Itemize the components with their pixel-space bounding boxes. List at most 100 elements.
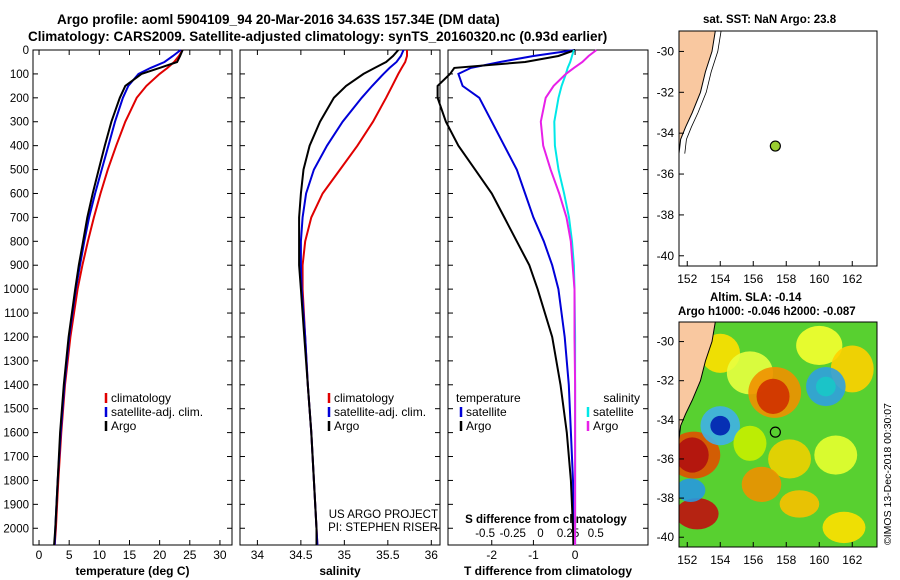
x-axis-label: temperature (deg C) bbox=[75, 564, 189, 578]
legend-label: Argo bbox=[334, 419, 360, 433]
map-x-tick-label: 156 bbox=[743, 272, 763, 286]
x-tick-label: 34 bbox=[251, 548, 265, 562]
sla-anomaly-patch bbox=[679, 437, 709, 473]
sla-map bbox=[678, 321, 878, 548]
map-x-tick-label: 152 bbox=[677, 553, 697, 567]
series-line-t-argo bbox=[436, 49, 576, 546]
sla-anomaly-patch bbox=[822, 511, 866, 544]
map-x-tick-label: 160 bbox=[809, 272, 829, 286]
map-y-tick-label: -38 bbox=[657, 208, 675, 222]
y-tick-label: 100 bbox=[10, 69, 29, 81]
sla-anomaly-patch bbox=[815, 376, 836, 397]
x-tick-label: 0 bbox=[572, 548, 579, 562]
sst-map-title: sat. SST: NaN Argo: 23.8 bbox=[703, 14, 837, 26]
map-y-tick-label: -36 bbox=[657, 452, 675, 466]
sla-anomaly-patch bbox=[814, 435, 858, 475]
y-tick-label: 1800 bbox=[3, 475, 29, 487]
y-tick-label: 1200 bbox=[3, 332, 29, 344]
y-tick-label: 0 bbox=[23, 45, 29, 57]
panel-frame bbox=[447, 49, 649, 546]
map-x-tick-label: 158 bbox=[776, 272, 796, 286]
legend-label: satellite bbox=[466, 405, 507, 419]
shelf-contour bbox=[684, 30, 722, 154]
s-tick-label: -0.25 bbox=[500, 528, 526, 540]
sla-map-title-line1: Altim. SLA: -0.14 bbox=[710, 292, 802, 304]
y-tick-label: 600 bbox=[10, 188, 29, 200]
y-tick-label: 1100 bbox=[4, 308, 29, 320]
y-tick-label: 1000 bbox=[3, 284, 29, 296]
map-y-tick-label: -32 bbox=[657, 85, 675, 99]
sla-field bbox=[679, 322, 877, 547]
map-x-tick-label: 162 bbox=[842, 553, 862, 567]
land-mass bbox=[679, 322, 716, 440]
y-tick-label: 1500 bbox=[3, 404, 29, 416]
map-y-tick-label: -40 bbox=[657, 249, 675, 263]
s-tick-label: 0.5 bbox=[588, 528, 604, 540]
map-x-tick-label: 162 bbox=[842, 272, 862, 286]
y-tick-label: 900 bbox=[10, 260, 29, 272]
series-line-argo bbox=[53, 49, 184, 546]
x-tick-label: 25 bbox=[183, 548, 197, 562]
sla-anomaly-patch bbox=[733, 425, 767, 461]
map-frame bbox=[678, 321, 878, 548]
s-axis-title: S difference from climatology bbox=[465, 514, 627, 526]
series-line-satelliteadjclim bbox=[299, 49, 405, 546]
map-y-tick-label: -40 bbox=[657, 530, 675, 544]
float-marker bbox=[769, 426, 781, 438]
y-tick-label: 700 bbox=[10, 212, 29, 224]
x-tick-label: 0 bbox=[36, 548, 43, 562]
map-x-tick-label: 160 bbox=[809, 553, 829, 567]
x-tick-label: 20 bbox=[153, 548, 167, 562]
series-line-s-argo bbox=[539, 49, 598, 545]
sla-anomaly-patch bbox=[779, 490, 820, 518]
map-y-tick-label: -32 bbox=[657, 374, 675, 388]
panel-frame bbox=[239, 49, 441, 546]
x-tick-label: 34.5 bbox=[289, 548, 313, 562]
legend-label: satellite-adj. clim. bbox=[334, 405, 426, 419]
map-y-tick-label: -30 bbox=[657, 335, 675, 349]
map-x-tick-label: 154 bbox=[710, 553, 730, 567]
legend-label: Argo bbox=[466, 419, 492, 433]
x-tick-label: 36 bbox=[425, 548, 439, 562]
legend-label: Argo bbox=[593, 419, 619, 433]
legend-label: satellite-adj. clim. bbox=[111, 405, 203, 419]
map-y-tick-label: -30 bbox=[657, 44, 675, 58]
float-marker bbox=[769, 140, 781, 152]
legend-label: climatology bbox=[111, 391, 171, 405]
y-tick-label: 2000 bbox=[3, 523, 29, 535]
legend-label: Argo bbox=[111, 419, 137, 433]
page-title-line2: Climatology: CARS2009. Satellite-adjuste… bbox=[28, 29, 608, 44]
y-tick-label: 500 bbox=[10, 165, 29, 177]
sla-anomaly-patch bbox=[756, 378, 790, 414]
project-name: US ARGO PROJECT bbox=[329, 509, 438, 521]
x-tick-label: -2 bbox=[486, 548, 497, 562]
panel-frame bbox=[32, 49, 233, 546]
legend-heading: salinity bbox=[603, 391, 640, 405]
x-axis-label: salinity bbox=[319, 564, 361, 578]
map-y-tick-label: -36 bbox=[657, 167, 675, 181]
map-frame bbox=[678, 30, 878, 267]
x-tick-label: 15 bbox=[123, 548, 137, 562]
map-x-tick-label: 156 bbox=[743, 553, 763, 567]
legend-label: satellite bbox=[593, 405, 634, 419]
y-tick-label: 1300 bbox=[3, 356, 29, 368]
y-tick-label: 200 bbox=[10, 93, 29, 105]
legend-label: climatology bbox=[334, 391, 394, 405]
s-tick-label: 0 bbox=[537, 528, 543, 540]
y-tick-label: 400 bbox=[10, 141, 29, 153]
x-tick-label: 5 bbox=[66, 548, 73, 562]
map-y-tick-label: -34 bbox=[657, 413, 675, 427]
s-tick-label: -0.5 bbox=[475, 528, 495, 540]
map-y-tick-label: -34 bbox=[657, 126, 675, 140]
map-x-tick-label: 158 bbox=[776, 553, 796, 567]
sla-anomaly-patch bbox=[768, 439, 811, 479]
sla-anomaly-patch bbox=[741, 466, 782, 502]
project-pi: PI: STEPHEN RISER bbox=[328, 522, 438, 534]
series-line-argo bbox=[298, 49, 400, 545]
x-axis-label: T difference from climatology bbox=[464, 564, 632, 578]
y-tick-label: 1900 bbox=[3, 499, 29, 511]
y-tick-label: 1600 bbox=[3, 428, 29, 440]
sla-map-title-line2: Argo h1000: -0.046 h2000: -0.087 bbox=[678, 306, 856, 318]
x-tick-label: 35.5 bbox=[376, 548, 400, 562]
